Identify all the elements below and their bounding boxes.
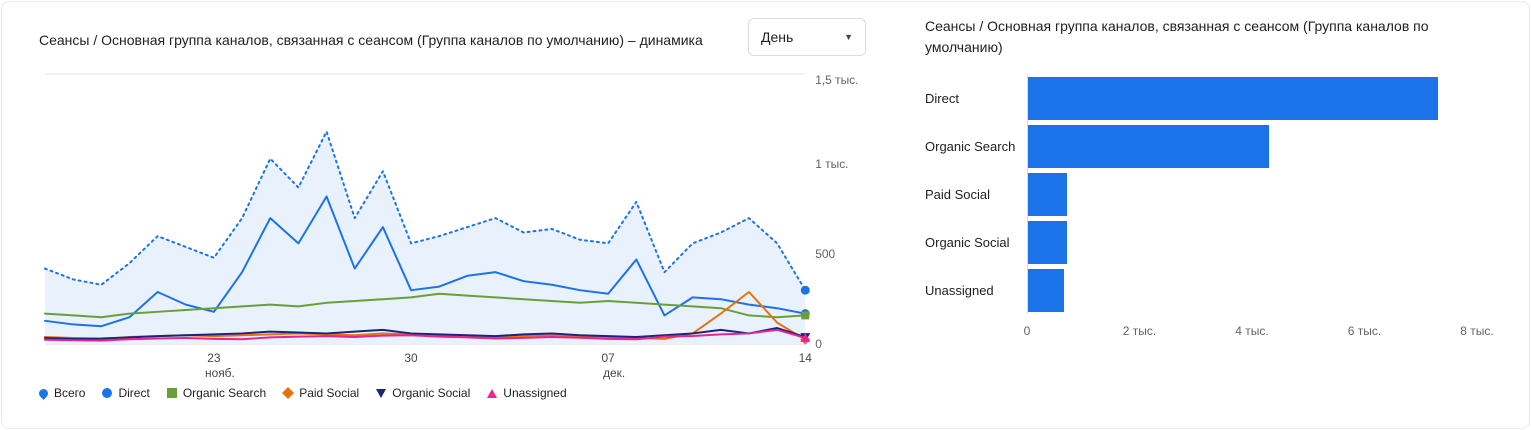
triangle-up-end-marker-icon bbox=[800, 332, 811, 342]
total-area-fill bbox=[44, 131, 806, 345]
bar-category-label: Direct bbox=[925, 90, 959, 106]
series-line-organic-search bbox=[43, 292, 807, 319]
granularity-dropdown[interactable]: День ▼ bbox=[748, 18, 866, 56]
bar-organic-social[interactable] bbox=[1028, 220, 1068, 264]
legend-item-direct: Direct bbox=[102, 386, 150, 400]
triangle-up-marker-icon bbox=[487, 388, 498, 398]
bar-unassigned[interactable] bbox=[1028, 268, 1065, 312]
bar-track bbox=[1027, 74, 1477, 122]
legend-item-organic-search: Organic Search bbox=[166, 386, 267, 400]
timeseries-header: Сеансы / Основная группа каналов, связан… bbox=[39, 18, 866, 56]
chevron-down-icon: ▼ bbox=[844, 32, 853, 42]
series-line-organic-social bbox=[43, 327, 807, 340]
bar-paid-social[interactable] bbox=[1028, 172, 1068, 216]
bar-row: Direct bbox=[925, 74, 1499, 122]
timeseries-title: Сеансы / Основная группа каналов, связан… bbox=[39, 32, 703, 48]
bar-category-label: Organic Search bbox=[925, 138, 1016, 154]
bar-track bbox=[1027, 122, 1477, 170]
bar-category-label: Paid Social bbox=[925, 186, 991, 202]
x-tick-sublabel: нояб. bbox=[205, 366, 235, 380]
x-tick-label: 07 bbox=[602, 351, 616, 365]
circle-marker-icon bbox=[102, 388, 113, 398]
bar-track bbox=[1027, 266, 1477, 314]
x-tick-label: 14 bbox=[799, 351, 813, 365]
pin-end-marker-icon bbox=[800, 285, 810, 295]
legend-label: Organic Social bbox=[392, 386, 471, 400]
series-line-unassigned bbox=[43, 328, 807, 342]
series-line-всего bbox=[43, 130, 807, 292]
bar-panel: Сеансы / Основная группа каналов, связан… bbox=[880, 2, 1529, 428]
bar-chart-title: Сеансы / Основная группа каналов, связан… bbox=[925, 18, 1429, 55]
bar-category-label: Organic Social bbox=[925, 234, 1010, 250]
legend-label: Paid Social bbox=[299, 386, 360, 400]
legend-item-всего: Всего bbox=[37, 386, 86, 400]
y-tick-label: 0 bbox=[815, 337, 822, 351]
diamond-marker-icon bbox=[282, 386, 295, 400]
y-tick-label: 500 bbox=[815, 247, 835, 261]
bar-row: Paid Social bbox=[925, 170, 1499, 218]
x-tick-label: 4 тыс. bbox=[1235, 324, 1269, 338]
triangle-down-marker-icon bbox=[376, 388, 387, 398]
bar-chart: Direct Organic Search Paid Social Organic S… bbox=[925, 74, 1499, 340]
bar-track bbox=[1027, 170, 1477, 218]
legend-label: Direct bbox=[118, 386, 150, 400]
bar-track bbox=[1027, 218, 1477, 266]
x-tick-label: 6 тыс. bbox=[1347, 324, 1382, 338]
x-tick-label: 0 bbox=[1023, 324, 1031, 338]
square-marker-icon bbox=[166, 388, 177, 398]
bar-category-label: Unassigned bbox=[925, 282, 994, 298]
y-tick-label: 1,5 тыс. bbox=[815, 73, 858, 87]
legend-label: Organic Search bbox=[182, 386, 267, 400]
y-tick-label: 1 тыс. bbox=[815, 157, 848, 171]
legend-item-paid-social: Paid Social bbox=[282, 386, 360, 400]
x-tick-label: 30 bbox=[404, 351, 418, 365]
legend-label: Всего bbox=[54, 386, 86, 400]
bar-row: Unassigned bbox=[925, 266, 1499, 314]
square-end-marker-icon bbox=[801, 311, 810, 320]
legend-item-unassigned: Unassigned bbox=[487, 386, 567, 400]
granularity-value: День bbox=[761, 29, 794, 45]
timeseries-panel: Сеансы / Основная группа каналов, связан… bbox=[2, 2, 880, 428]
bar-organic-search[interactable] bbox=[1028, 124, 1270, 168]
bar-row: Organic Social bbox=[925, 218, 1499, 266]
x-tick-label: 8 тыс. bbox=[1460, 324, 1494, 338]
bar-row: Organic Search bbox=[925, 122, 1499, 170]
legend-label: Unassigned bbox=[503, 386, 567, 400]
bar-x-axis: 0 2 тыс. 4 тыс. 6 тыс. 8 тыс. bbox=[1023, 314, 1494, 340]
pin-marker-icon bbox=[37, 386, 50, 400]
x-tick-label: 23 bbox=[207, 351, 221, 365]
x-tick-sublabel: дек. bbox=[603, 366, 625, 380]
legend-item-organic-social: Organic Social bbox=[376, 386, 470, 400]
timeseries-legend: Всего Direct Organic Search Paid Social Orga… bbox=[37, 386, 866, 400]
x-tick-label: 2 тыс. bbox=[1122, 324, 1157, 338]
bar-direct[interactable] bbox=[1028, 76, 1438, 120]
